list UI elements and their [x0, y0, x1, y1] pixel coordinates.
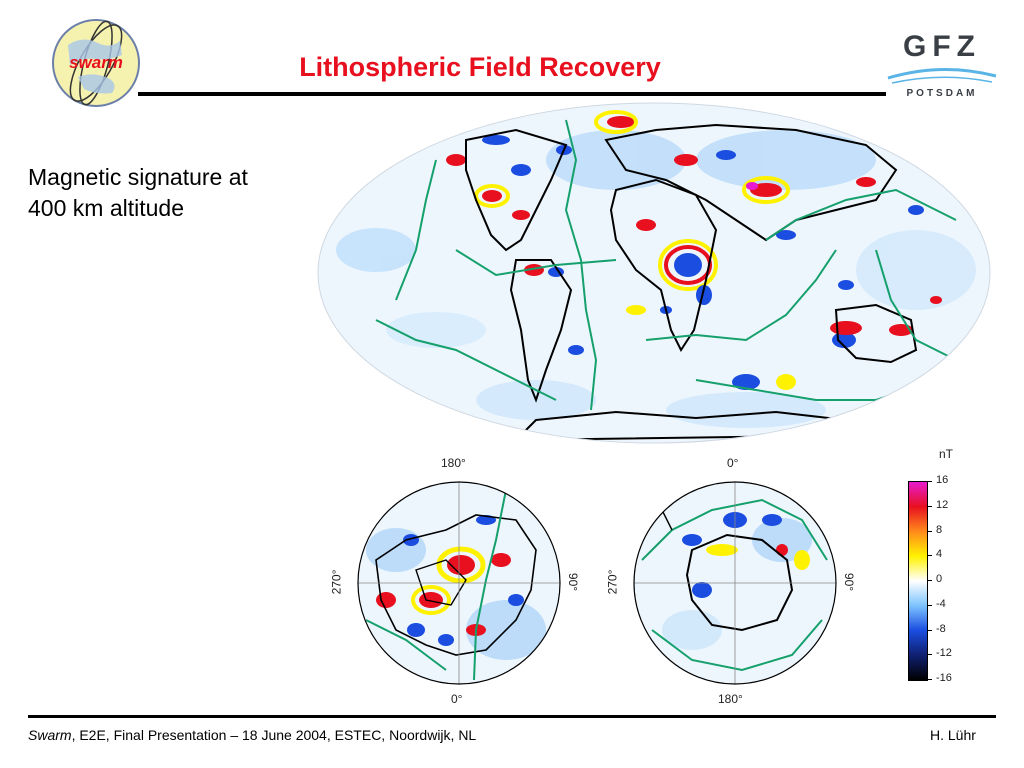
south-map-left-label: 270°: [605, 569, 620, 595]
footer-citation-mission: Swarm: [28, 727, 72, 743]
title-divider: [138, 92, 886, 96]
description-line-1: Magnetic signature at: [28, 164, 248, 190]
north-map-left-label: 270°: [329, 569, 344, 595]
north-polar-map: [357, 481, 561, 685]
colorbar-tick-label: -8: [936, 622, 946, 635]
colorbar-tick-label: -12: [936, 647, 952, 660]
footer-author: H. Lühr: [930, 727, 976, 743]
colorbar-tick-mark: [927, 629, 932, 631]
north-map-top-label: 180°: [441, 456, 466, 470]
south-map-bottom-label: 180°: [718, 692, 743, 706]
colorbar-tick-mark: [927, 555, 932, 557]
colorbar-tick-mark: [927, 604, 932, 606]
colorbar-tick-mark: [927, 481, 932, 482]
south-map-top-label: 0°: [727, 456, 739, 470]
colorbar-tick-mark: [927, 580, 932, 581]
colorbar-tick-label: 8: [936, 523, 943, 536]
swarm-logo: swarm: [52, 19, 140, 107]
colorbar-tick-mark: [927, 505, 932, 507]
colorbar-tick-label: 4: [936, 548, 943, 561]
gfz-logo-subtext: POTSDAM: [907, 88, 978, 99]
global-magnetic-map: [317, 102, 991, 444]
page-title: Lithospheric Field Recovery: [299, 52, 661, 82]
south-polar-map: [633, 481, 837, 685]
colorbar-tick-label: 0: [936, 573, 943, 585]
swarm-logo-text: swarm: [69, 53, 123, 72]
colorbar-tick-mark: [927, 654, 932, 656]
north-map-bottom-label: 0°: [451, 692, 463, 706]
colorbar-tick-label: 16: [936, 474, 949, 486]
colorbar-unit: nT: [939, 447, 954, 461]
description-text: Magnetic signature at 400 km altitude: [28, 162, 248, 224]
colorbar-tick-label: 12: [936, 498, 949, 511]
colorbar-tick-label: -16: [936, 672, 952, 684]
colorbar-tick-label: -4: [936, 597, 946, 610]
gfz-logo: GFZ POTSDAM: [887, 30, 997, 99]
footer-citation: Swarm, E2E, Final Presentation – 18 June…: [28, 727, 476, 743]
colorbar-tick-mark: [927, 530, 932, 532]
colorbar-tick-mark: [927, 679, 932, 680]
colorbar: [908, 481, 928, 681]
footer-divider: [28, 715, 996, 718]
south-map-right-label: 90°: [842, 572, 857, 592]
description-line-2: 400 km altitude: [28, 195, 184, 221]
north-map-right-label: 90°: [566, 572, 581, 592]
gfz-logo-text: GFZ: [903, 30, 981, 63]
footer-citation-rest: , E2E, Final Presentation – 18 June 2004…: [71, 727, 477, 743]
